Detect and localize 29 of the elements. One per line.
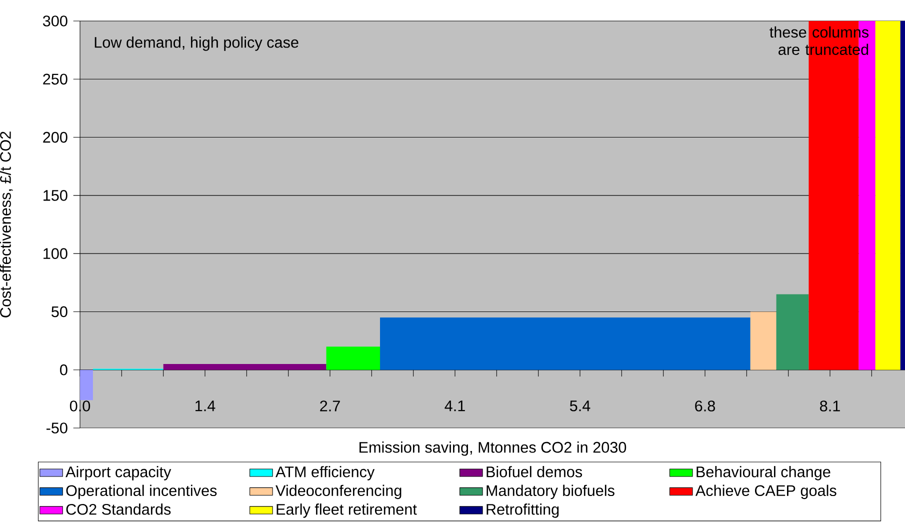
x-tick-label: 8.1 [820, 400, 840, 412]
x-tick-label: 4.1 [444, 400, 465, 412]
y-tick-label: 100 [44, 248, 68, 259]
legend-label: Behavioural change [696, 466, 830, 480]
x-tick-label: 2.7 [320, 400, 340, 412]
y-tick-label: 150 [44, 190, 68, 201]
legend-label: Early fleet retirement [276, 504, 417, 518]
x-tick-label: 0.0 [70, 400, 90, 412]
legend-label: ATM efficiency [276, 466, 375, 480]
y-tick-label: 250 [43, 74, 68, 85]
legend-label: CO2 Standards [66, 504, 171, 515]
legend-label: Operational incentives [66, 484, 217, 500]
legend-label: Airport capacity [66, 466, 172, 480]
legend-label: Biofuel demos [486, 466, 582, 478]
y-tick-label: -50 [46, 422, 68, 434]
legend-label: Videoconferencing [276, 484, 402, 500]
y-tick-label: 300 [42, 16, 68, 26]
x-axis-title: Emission saving, Mtonnes CO2 in 2030 [360, 442, 626, 456]
x-tick-label: 6.8 [695, 400, 715, 412]
y-tick-label: 200 [43, 132, 68, 143]
legend-label: Achieve CAEP goals [695, 484, 836, 500]
x-tick-label: 5.4 [570, 400, 590, 412]
legend-label: Retrofitting [486, 504, 559, 518]
y-axis-title: Cost-effectiveness, £/t CO2 [0, 132, 13, 318]
annotation: Low demand, high policy case [94, 36, 298, 51]
legend-label: Mandatory biofuels [486, 484, 614, 500]
x-tick-label: 1.4 [196, 400, 216, 412]
y-tick-label: 0 [60, 364, 68, 376]
y-tick-label: 50 [52, 306, 68, 318]
